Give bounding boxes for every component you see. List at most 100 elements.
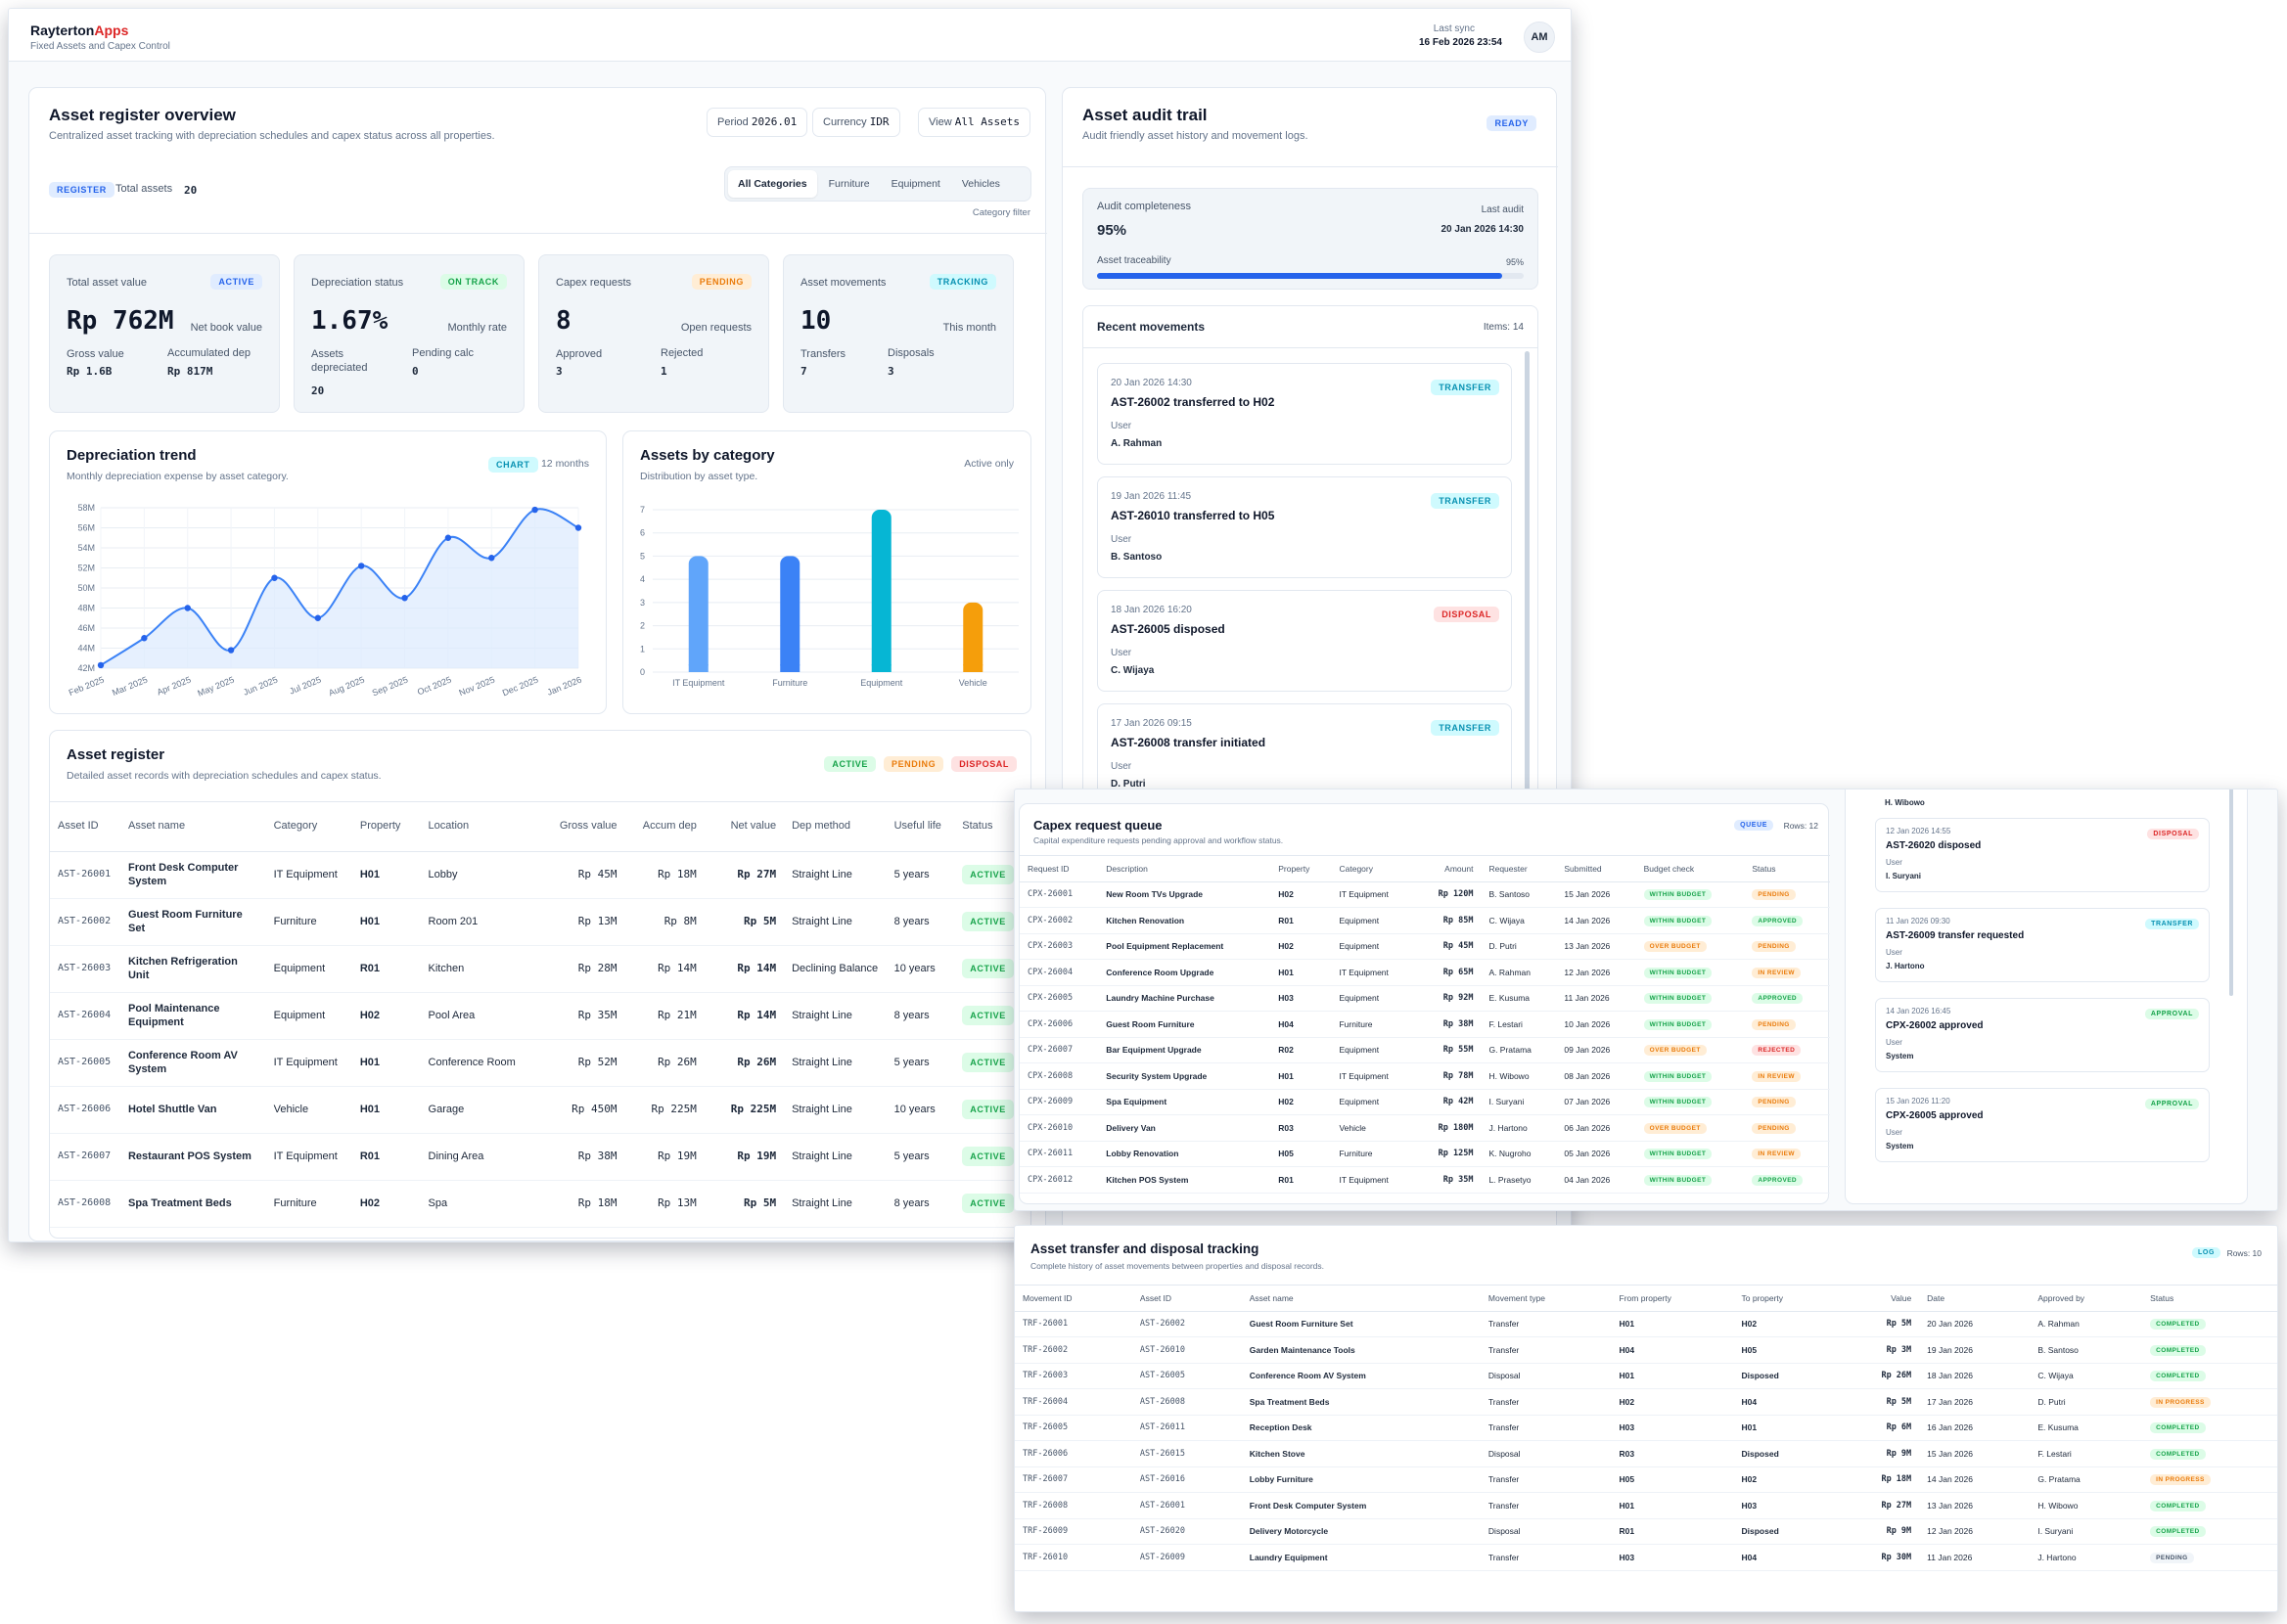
data-point[interactable] xyxy=(531,506,538,514)
data-point[interactable] xyxy=(401,595,408,602)
column-header[interactable]: Approved by xyxy=(2030,1286,2143,1312)
table-row[interactable]: CPX-26012 Kitchen POS System R01 IT Equipme… xyxy=(1020,1166,1830,1194)
table-row[interactable]: TRF-26009 AST-26020 Delivery Motorcycle Dis… xyxy=(1015,1518,2277,1545)
table-row[interactable]: CPX-26007 Bar Equipment Upgrade R02 Equipme… xyxy=(1020,1037,1830,1063)
table-row[interactable]: TRF-26005 AST-26011 Reception Desk Transfer… xyxy=(1015,1415,2277,1441)
column-header[interactable]: Gross value xyxy=(545,802,625,852)
table-row[interactable]: AST-26005 Conference Room AV System IT Equ… xyxy=(50,1039,1032,1087)
data-point[interactable] xyxy=(271,574,278,581)
kpi-capex-requests[interactable]: Capex requests PENDING 8 Open requests A… xyxy=(538,254,769,413)
movement-card[interactable]: 12 Jan 2026 14:55 AST-26020 disposed User I… xyxy=(1875,818,2210,892)
filter-vehicles[interactable]: Vehicles xyxy=(961,178,1000,190)
table-row[interactable]: AST-26002 Guest Room Furniture Set Furnitu… xyxy=(50,898,1032,946)
table-row[interactable]: TRF-26008 AST-26001 Front Desk Computer Sy… xyxy=(1015,1492,2277,1519)
column-header[interactable]: Property xyxy=(1270,856,1332,882)
bar[interactable] xyxy=(688,556,709,672)
column-header[interactable]: Status xyxy=(2142,1286,2277,1312)
movement-card[interactable]: 18 Jan 2026 16:20 AST-26005 disposed User C… xyxy=(1097,590,1512,692)
recent-movements-box: Recent movements Items: 14 20 Jan 2026 1… xyxy=(1082,305,1538,814)
table-row[interactable]: AST-26001 Front Desk Computer System IT Eq… xyxy=(50,851,1032,899)
table-row[interactable]: TRF-26001 AST-26002 Guest Room Furniture S… xyxy=(1015,1311,2277,1337)
column-header[interactable]: Asset name xyxy=(1241,1286,1481,1312)
column-header[interactable]: Location xyxy=(420,802,546,852)
kpi-depreciation-status[interactable]: Depreciation status ON TRACK 1.67% Month… xyxy=(294,254,525,413)
table-row[interactable]: CPX-26005 Laundry Machine Purchase H03 Equi… xyxy=(1020,985,1830,1012)
scrollbar[interactable] xyxy=(1525,351,1530,809)
view-selector[interactable]: View All Assets xyxy=(918,108,1030,137)
bar[interactable] xyxy=(871,510,892,672)
column-header[interactable]: Amount xyxy=(1415,856,1482,882)
column-header[interactable]: Status xyxy=(1744,856,1830,882)
column-header[interactable]: Value xyxy=(1836,1286,1920,1312)
column-header[interactable]: Property xyxy=(351,802,421,852)
avatar[interactable]: AM xyxy=(1524,22,1555,53)
column-header[interactable]: Movement type xyxy=(1480,1286,1612,1312)
table-row[interactable]: CPX-26011 Lobby Renovation H05 Furniture Rp … xyxy=(1020,1141,1830,1167)
currency-selector[interactable]: Currency IDR xyxy=(812,108,900,137)
table-row[interactable]: AST-26003 Kitchen Refrigeration Unit Equip… xyxy=(50,945,1032,993)
table-row[interactable]: TRF-26004 AST-26008 Spa Treatment Beds Tran… xyxy=(1015,1388,2277,1416)
filter-furniture[interactable]: Furniture xyxy=(828,178,870,190)
table-row[interactable]: CPX-26003 Pool Equipment Replacement H02 Eq… xyxy=(1020,933,1830,960)
movement-card[interactable]: 11 Jan 2026 09:30 AST-26009 transfer requ… xyxy=(1875,908,2210,982)
column-header[interactable]: Request ID xyxy=(1020,856,1099,882)
table-row[interactable]: TRF-26007 AST-26016 Lobby Furniture Transfe… xyxy=(1015,1466,2277,1493)
table-row[interactable]: TRF-26002 AST-26010 Garden Maintenance Too… xyxy=(1015,1336,2277,1364)
column-header[interactable]: Budget check xyxy=(1635,856,1745,882)
table-row[interactable]: AST-26007 Restaurant POS System IT Equipme… xyxy=(50,1133,1032,1181)
column-header[interactable]: Net value xyxy=(704,802,785,852)
table-row[interactable]: CPX-26006 Guest Room Furniture H04 Furnitur… xyxy=(1020,1011,1830,1038)
data-point[interactable] xyxy=(574,524,582,531)
movement-card[interactable]: 19 Jan 2026 11:45 AST-26010 transferred t… xyxy=(1097,476,1512,578)
table-row[interactable]: TRF-26010 AST-26009 Laundry Equipment Trans… xyxy=(1015,1544,2277,1571)
kpi-asset-movements[interactable]: Asset movements TRACKING 10 This month T… xyxy=(783,254,1014,413)
table-row[interactable]: AST-26006 Hotel Shuttle Van Vehicle H01 Gara… xyxy=(50,1086,1032,1134)
table-row[interactable]: TRF-26006 AST-26015 Kitchen Stove Disposal R… xyxy=(1015,1440,2277,1467)
bar[interactable] xyxy=(780,556,800,672)
table-row[interactable]: CPX-26001 New Room TVs Upgrade H02 IT Equip… xyxy=(1020,881,1830,908)
column-header[interactable]: Asset ID xyxy=(50,802,120,852)
table-row[interactable]: CPX-26010 Delivery Van R03 Vehicle Rp 180M J.… xyxy=(1020,1114,1830,1142)
data-point[interactable] xyxy=(357,563,365,569)
filter-all-categories[interactable]: All Categories xyxy=(728,170,817,198)
column-header[interactable]: Accum dep xyxy=(624,802,705,852)
table-row[interactable]: CPX-26009 Spa Equipment H02 Equipment Rp 42M… xyxy=(1020,1089,1830,1115)
column-header[interactable]: Requester xyxy=(1481,856,1557,882)
column-header[interactable]: Asset ID xyxy=(1131,1286,1242,1312)
data-point[interactable] xyxy=(97,661,105,669)
column-header[interactable]: To property xyxy=(1733,1286,1837,1312)
column-header[interactable]: Movement ID xyxy=(1015,1286,1132,1312)
movement-card[interactable]: 14 Jan 2026 16:45 CPX-26002 approved User S… xyxy=(1875,998,2210,1072)
data-point[interactable] xyxy=(444,534,452,541)
table-row[interactable]: CPX-26002 Kitchen Renovation R01 Equipment R… xyxy=(1020,907,1830,934)
scrollbar[interactable] xyxy=(2229,789,2233,996)
column-header[interactable]: From property xyxy=(1611,1286,1734,1312)
column-header[interactable]: Asset name xyxy=(119,802,266,852)
period-selector[interactable]: Period 2026.01 xyxy=(707,108,808,137)
brand-logo[interactable]: RaytertonApps xyxy=(30,23,128,38)
column-header[interactable]: Useful life xyxy=(886,802,955,852)
table-row[interactable]: CPX-26008 Security System Upgrade H01 IT Eq… xyxy=(1020,1062,1830,1090)
kpi-total-asset-value[interactable]: Total asset value ACTIVE Rp 762M Net boo… xyxy=(49,254,280,413)
table-cell: Spa Treatment Beds xyxy=(119,1180,266,1228)
column-header[interactable]: Date xyxy=(1919,1286,2031,1312)
data-point[interactable] xyxy=(141,635,148,642)
movement-card[interactable]: 15 Jan 2026 11:20 CPX-26005 approved User S… xyxy=(1875,1088,2210,1162)
column-header[interactable]: Submitted xyxy=(1556,856,1636,882)
table-row[interactable]: AST-26004 Pool Maintenance Equipment Equip… xyxy=(50,992,1032,1040)
movement-card[interactable]: 17 Jan 2026 09:15 AST-26008 transfer init… xyxy=(1097,703,1512,805)
bar[interactable] xyxy=(963,602,983,672)
data-point[interactable] xyxy=(488,555,495,562)
data-point[interactable] xyxy=(314,614,322,621)
filter-equipment[interactable]: Equipment xyxy=(891,178,940,190)
table-row[interactable]: AST-26008 Spa Treatment Beds Furniture H02 S… xyxy=(50,1180,1032,1228)
table-row[interactable]: TRF-26003 AST-26005 Conference Room AV Sys… xyxy=(1015,1363,2277,1389)
column-header[interactable]: Category xyxy=(1331,856,1416,882)
data-point[interactable] xyxy=(227,647,235,654)
column-header[interactable]: Category xyxy=(265,802,352,852)
movement-card[interactable]: 20 Jan 2026 14:30 AST-26002 transferred t… xyxy=(1097,363,1512,465)
data-point[interactable] xyxy=(184,605,191,611)
table-row[interactable]: CPX-26004 Conference Room Upgrade H01 IT Eq… xyxy=(1020,959,1830,986)
column-header[interactable]: Dep method xyxy=(784,802,887,852)
column-header[interactable]: Description xyxy=(1098,856,1271,882)
